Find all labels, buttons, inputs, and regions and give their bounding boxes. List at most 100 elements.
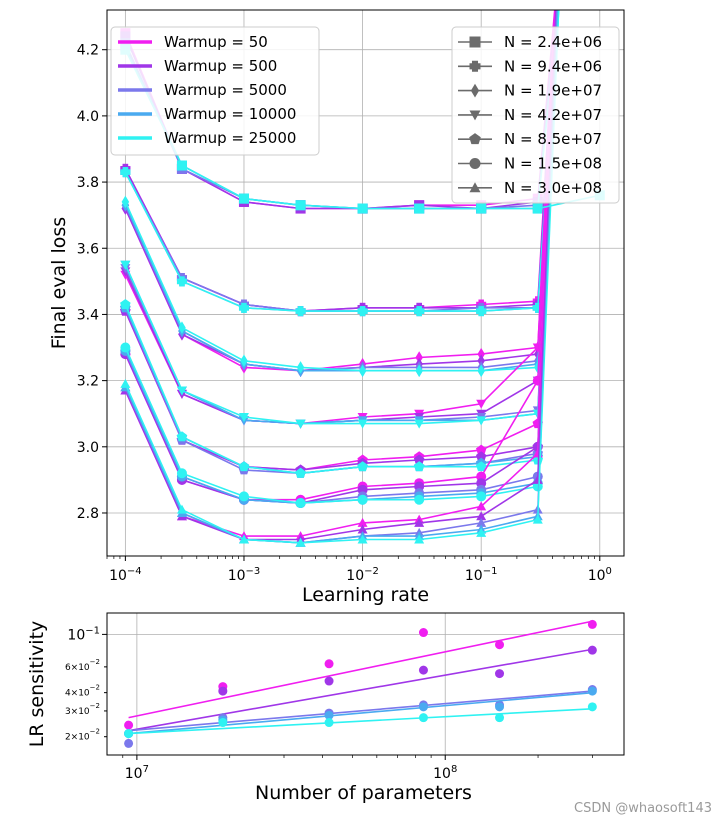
data-point [415,364,423,377]
data-point [413,461,425,472]
top-plot-frame [106,9,625,557]
data-point [238,461,250,472]
data-point [476,451,487,462]
top-y-tick-label: 3.6 [77,241,99,257]
scatter-point [124,738,134,748]
data-point [178,321,186,334]
scatter-point [418,665,428,675]
bottom-x-axis-label: Number of parameters [255,782,472,804]
bottom-plot-frame [106,612,625,756]
data-point [477,347,485,361]
scatter-point [324,718,334,728]
data-point [476,306,487,317]
series-line [124,350,538,504]
data-point [357,524,368,534]
legend-size-marker [470,83,480,98]
legend-size-label: N = 4.2e+07 [504,106,602,124]
top-y-tick-label: 3.4 [77,307,99,323]
top-y-axis-label: Final eval loss [48,217,70,349]
scatter-point [587,645,597,655]
bottom-y-tick-label: 4×10−2 [65,684,100,699]
data-point [357,419,368,429]
top-y-tick-label: 2.8 [77,506,99,522]
data-point [176,276,187,287]
fit-line [128,690,593,732]
data-point [120,342,131,353]
legend-size-marker [469,133,481,145]
data-point [295,306,306,317]
data-point [295,467,306,478]
data-point [476,416,487,426]
legend-model-size: N = 2.4e+06 N = 9.4e+06 N = 1.9e+07 N = 4.2… [451,26,620,204]
data-point [120,167,131,178]
scatter-point [495,640,505,650]
series-line [124,208,538,372]
data-point [414,494,425,505]
data-point [238,491,249,502]
legend-warmup: Warmup = 50 Warmup = 500 Warmup = 5000 Warm… [110,26,320,156]
scatter-point [587,702,597,712]
legend-size-label: N = 1.9e+07 [504,82,602,100]
data-point [414,306,425,317]
data-point [414,534,425,544]
data-point [476,203,487,214]
data-point [238,534,249,544]
series-line [124,310,539,471]
data-point [176,431,188,442]
top-chart-loss-vs-lr: 10−4 10−3 10−2 10−1 100 2.8 3.0 3.2 3.4 3.6 3.8 4.0… [48,9,625,606]
legend-size-label: N = 1.5e+08 [504,155,602,173]
series-line [124,307,538,475]
scatter-point [324,710,334,720]
data-point [238,193,249,204]
data-point [295,200,306,211]
series-line [124,383,538,544]
top-x-axis-label: Learning rate [302,584,429,606]
data-point [295,537,306,547]
data-point [120,378,131,388]
legend-size-marker [469,182,481,193]
top-y-tick-label: 3.8 [77,175,99,191]
legend-size-label: N = 3.0e+08 [504,179,602,197]
scatter-point [495,702,505,712]
bottom-y-axis-label: LR sensitivity [26,621,48,748]
data-point [415,351,423,364]
data-point [357,494,368,505]
data-point [477,364,485,377]
bottom-y-tick-label: 2×10−2 [65,728,100,743]
data-point [295,498,306,509]
series-line [124,264,538,425]
data-point [414,203,425,214]
legend-size-marker [469,60,481,72]
scatter-point [124,720,134,730]
legend-size-marker [469,110,481,121]
bottom-x-tick-label: 108 [433,764,457,782]
bottom-data-layer [124,619,597,748]
data-point [357,203,368,214]
bottom-y-tick-label: 10−1 [67,625,100,643]
series-line [124,274,539,425]
series-line [124,386,538,544]
scatter-point [587,686,597,696]
data-point [476,399,487,409]
series-line [124,204,538,372]
data-point [357,461,368,472]
data-point [358,364,367,377]
data-point [296,361,305,374]
data-point [176,468,187,479]
series-line [124,201,538,372]
fit-line [128,648,593,732]
legend-warmup-label: Warmup = 10000 [164,105,296,123]
data-point [476,511,487,521]
data-point [477,354,485,368]
bottom-x-tick-label: 107 [125,764,149,782]
data-point [120,260,131,270]
series-line [124,347,538,504]
data-point [240,354,248,368]
data-point [357,534,368,544]
scatter-point [418,702,428,712]
data-point [413,454,425,465]
top-x-tick-label: 10−1 [465,566,498,584]
data-point [414,419,425,429]
scatter-point [495,713,505,723]
